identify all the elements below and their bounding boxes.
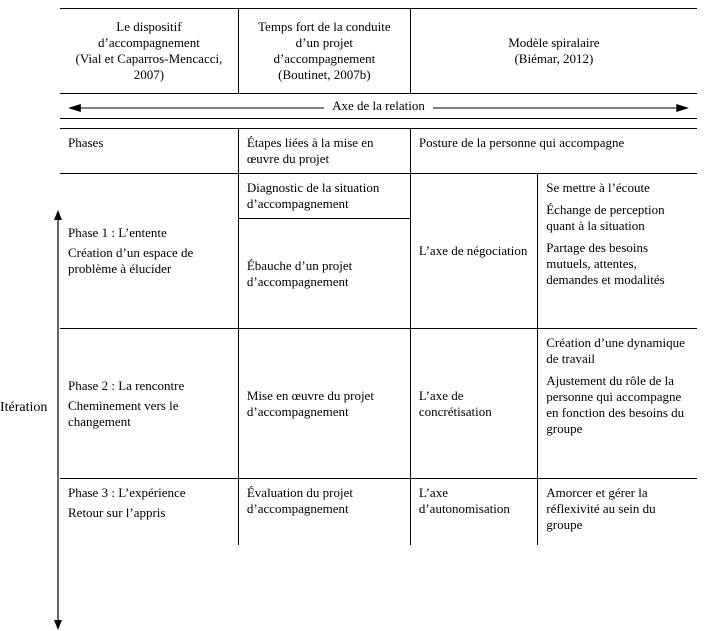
axis-cell: Axe de la relation: [60, 94, 697, 119]
phase1-postures: Se mettre à l’écoute Échange de percepti…: [538, 174, 697, 329]
top-header-1: Le dispositif d’accompagnement (Vial et …: [60, 9, 238, 94]
phase2-posture-1: Création d’une dynamique de travail: [546, 335, 689, 367]
phase2-title: Phase 2 : La rencontre: [68, 378, 230, 394]
axis-label: Axe de la relation: [332, 98, 425, 114]
phase2-desc: Cheminement vers le changement: [68, 398, 230, 430]
phase2-cell: Phase 2 : La rencontre Cheminement vers …: [60, 329, 238, 479]
phase1-posture-3: Partage des besoins mutuels, attentes, d…: [546, 240, 689, 288]
phase3-posture-1: Amorcer et gérer la réflexivité au sein …: [546, 485, 689, 533]
top-header-row: Le dispositif d’accompagnement (Vial et …: [60, 9, 697, 94]
arrow-left-icon: [68, 101, 324, 111]
axis-row: Axe de la relation: [60, 94, 697, 119]
table-row: Phase 2 : La rencontre Cheminement vers …: [60, 329, 697, 479]
top-header-3: Modèle spiralaire (Biémar, 2012): [410, 9, 697, 94]
phase1-posture-2: Échange de perception quant à la situati…: [546, 202, 689, 234]
top-header-3-title: Modèle spiralaire: [419, 35, 689, 51]
phase1-etape1: Diagnostic de la situation d’accompagnem…: [238, 174, 410, 219]
iteration-arrow-icon: [52, 210, 64, 630]
top-header-2-title: Temps fort de la conduite d’un projet d’…: [247, 19, 402, 67]
phase1-cell: Phase 1 : L’entente Création d’un espace…: [60, 174, 238, 329]
phase1-desc: Création d’un espace de problème à éluci…: [68, 245, 230, 277]
subheader-posture: Posture de la personne qui accompagne: [410, 129, 697, 174]
phase1-etape2: Ébauche d’un projet d’accompagnement: [238, 219, 410, 329]
phase2-posture-2: Ajustement du rôle de la personne qui ac…: [546, 373, 689, 437]
phase3-desc: Retour sur l’appris: [68, 505, 230, 521]
phase3-etape1: Évaluation du projet d’accompagnement: [238, 479, 410, 546]
top-header-3-ref: (Biémar, 2012): [419, 51, 689, 67]
phase3-postures: Amorcer et gérer la réflexivité au sein …: [538, 479, 697, 546]
phase1-title: Phase 1 : L’entente: [68, 225, 230, 241]
phase1-axe: L’axe de négociation: [410, 174, 537, 329]
phase2-postures: Création d’une dynamique de travail Ajus…: [538, 329, 697, 479]
iteration-label: Itération: [0, 400, 47, 416]
phase3-title: Phase 3 : L’expérience: [68, 485, 230, 501]
phase1-posture-1: Se mettre à l’écoute: [546, 180, 689, 196]
main-table: Le dispositif d’accompagnement (Vial et …: [60, 8, 697, 545]
phase3-cell: Phase 3 : L’expérience Retour sur l’appr…: [60, 479, 238, 546]
table-row: Phase 1 : L’entente Création d’un espace…: [60, 174, 697, 219]
top-header-1-title: Le dispositif d’accompagnement: [68, 19, 230, 51]
page: Itération Le dispositif d’accompagnement…: [0, 0, 707, 631]
spacer-row: [60, 119, 697, 129]
phase2-axe: L’axe de concrétisation: [410, 329, 537, 479]
subheader-row: Phases Étapes liées à la mise en œuvre d…: [60, 129, 697, 174]
top-header-2: Temps fort de la conduite d’un projet d’…: [238, 9, 410, 94]
arrow-right-icon: [433, 101, 689, 111]
top-header-1-ref: (Vial et Caparros-Mencacci, 2007): [68, 51, 230, 83]
top-header-2-ref: (Boutinet, 2007b): [247, 67, 402, 83]
subheader-etapes: Étapes liées à la mise en œuvre du proje…: [238, 129, 410, 174]
table-row: Phase 3 : L’expérience Retour sur l’appr…: [60, 479, 697, 546]
phase3-axe: L’axe d’autonomisation: [410, 479, 537, 546]
phase2-etape1: Mise en œuvre du projet d’accompagnement: [238, 329, 410, 479]
subheader-phases: Phases: [60, 129, 238, 174]
